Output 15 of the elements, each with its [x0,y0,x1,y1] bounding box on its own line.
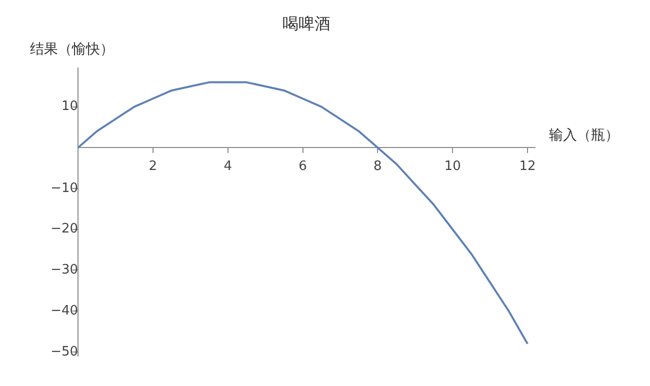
y-tick-label: −10 [50,180,78,196]
y-tick-label: −50 [50,344,78,360]
y-tick-label: 10 [61,99,78,114]
x-tick-label: 6 [298,158,307,174]
y-tick-label: −20 [50,222,78,237]
x-tick-label: 12 [519,158,536,174]
x-axis-title: 输入（瓶） [549,127,619,144]
y-tick-label: −30 [50,262,78,278]
y-tick-label: −40 [50,303,78,318]
y-axis-title: 结果（愉快） [30,42,114,58]
chart-title: 喝啤酒 [282,14,330,34]
x-tick-label: 2 [148,158,158,174]
x-tick-label: 8 [374,158,382,174]
x-tick-label: 4 [224,158,232,174]
x-tick-label: 10 [444,158,461,174]
